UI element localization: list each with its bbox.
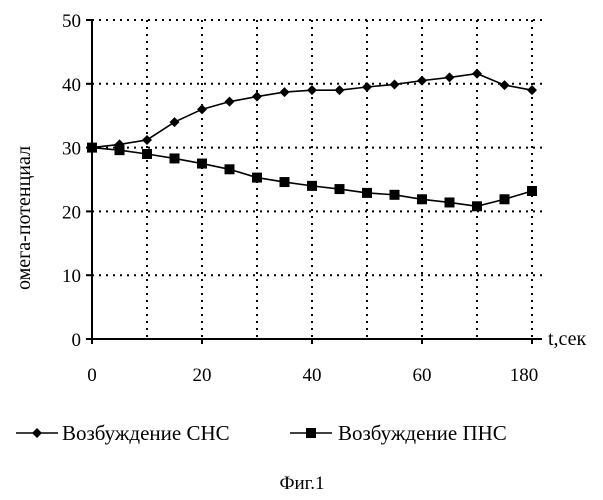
x-tick-label: 180 xyxy=(510,365,539,386)
y-tick-label: 10 xyxy=(62,266,81,287)
data-point-square xyxy=(142,149,152,159)
y-tick-label: 20 xyxy=(62,202,81,223)
x-tick-label: 20 xyxy=(193,365,212,386)
data-point-square xyxy=(445,197,455,207)
data-point-diamond xyxy=(445,72,455,82)
data-point-diamond xyxy=(225,97,235,107)
data-point-square xyxy=(252,173,262,183)
data-point-square xyxy=(87,143,97,153)
legend-diamond-marker xyxy=(32,428,42,438)
axes xyxy=(92,20,542,339)
data-point-diamond xyxy=(170,117,180,127)
legend-item-series-2: Возбуждение ПНС xyxy=(290,421,507,445)
x-tick-label: 0 xyxy=(87,365,97,386)
legend-label-1: Возбуждение СНС xyxy=(62,421,230,445)
data-point-diamond xyxy=(307,85,317,95)
legend-label-2: Возбуждение ПНС xyxy=(338,421,507,445)
data-point-square xyxy=(417,194,427,204)
y-tick-label: 50 xyxy=(62,11,81,32)
data-point-square xyxy=(390,190,400,200)
x-tick-label: 60 xyxy=(413,365,432,386)
data-point-square xyxy=(527,186,537,196)
legend: Возбуждение СНС Возбуждение ПНС xyxy=(16,421,507,445)
data-point-square xyxy=(115,145,125,155)
data-point-square xyxy=(472,201,482,211)
y-tick-label: 40 xyxy=(62,75,81,96)
data-point-square xyxy=(500,194,510,204)
data-point-diamond xyxy=(142,135,152,145)
data-point-square xyxy=(197,159,207,169)
legend-item-series-1: Возбуждение СНС xyxy=(16,421,230,445)
data-point-diamond xyxy=(252,92,262,102)
data-point-square xyxy=(335,184,345,194)
x-tick-labels: 0 20 40 60 180 xyxy=(87,339,538,386)
y-tick-labels: 0 10 20 30 40 50 xyxy=(62,11,92,351)
data-point-diamond xyxy=(417,76,427,86)
data-point-diamond xyxy=(527,85,537,95)
data-point-diamond xyxy=(362,82,372,92)
data-point-square xyxy=(280,177,290,187)
data-point-diamond xyxy=(280,87,290,97)
data-point-square xyxy=(307,181,317,191)
data-point-square xyxy=(170,153,180,163)
series-2 xyxy=(87,143,537,212)
data-point-square xyxy=(362,188,372,198)
figure-caption: Фиг.1 xyxy=(279,473,324,494)
series-line xyxy=(92,148,532,207)
data-point-diamond xyxy=(390,79,400,89)
x-tick-label: 40 xyxy=(303,365,322,386)
data-point-diamond xyxy=(197,104,207,114)
legend-square-marker xyxy=(306,428,316,438)
data-point-diamond xyxy=(500,80,510,90)
data-point-diamond xyxy=(472,69,482,79)
y-tick-label: 0 xyxy=(72,330,82,351)
x-axis-label: t,сек xyxy=(548,328,587,350)
y-axis-label: омега-потенциал xyxy=(13,146,35,290)
data-point-diamond xyxy=(335,85,345,95)
data-point-square xyxy=(225,164,235,174)
grid xyxy=(92,20,542,339)
y-tick-label: 30 xyxy=(62,139,81,160)
